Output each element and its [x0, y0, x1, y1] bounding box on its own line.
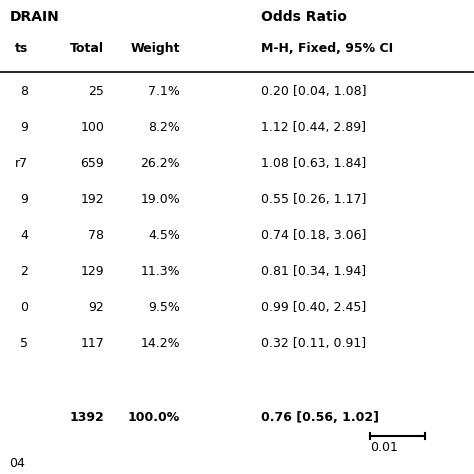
Text: 92: 92	[89, 301, 104, 314]
Text: 117: 117	[81, 337, 104, 350]
Text: Weight: Weight	[131, 42, 180, 55]
Text: 04: 04	[9, 457, 25, 470]
Text: 2: 2	[20, 265, 28, 278]
Text: 0.20 [0.04, 1.08]: 0.20 [0.04, 1.08]	[261, 85, 366, 98]
Text: Odds Ratio: Odds Ratio	[261, 10, 346, 24]
Text: 0.76 [0.56, 1.02]: 0.76 [0.56, 1.02]	[261, 411, 379, 424]
Text: 8.2%: 8.2%	[148, 121, 180, 134]
Text: 100: 100	[81, 121, 104, 134]
Text: 659: 659	[81, 157, 104, 170]
Text: 1.12 [0.44, 2.89]: 1.12 [0.44, 2.89]	[261, 121, 366, 134]
Text: 0.81 [0.34, 1.94]: 0.81 [0.34, 1.94]	[261, 265, 366, 278]
Text: 0.32 [0.11, 0.91]: 0.32 [0.11, 0.91]	[261, 337, 366, 350]
Text: 0.99 [0.40, 2.45]: 0.99 [0.40, 2.45]	[261, 301, 366, 314]
Text: M-H, Fixed, 95% CI: M-H, Fixed, 95% CI	[261, 42, 393, 55]
Text: r7: r7	[15, 157, 28, 170]
Text: 4.5%: 4.5%	[148, 229, 180, 242]
Text: 0.01: 0.01	[370, 441, 398, 454]
Text: 9.5%: 9.5%	[148, 301, 180, 314]
Text: 0: 0	[20, 301, 28, 314]
Text: 0.55 [0.26, 1.17]: 0.55 [0.26, 1.17]	[261, 193, 366, 206]
Text: 8: 8	[20, 85, 28, 98]
Text: 1392: 1392	[70, 411, 104, 424]
Text: 78: 78	[88, 229, 104, 242]
Text: 19.0%: 19.0%	[140, 193, 180, 206]
Text: 7.1%: 7.1%	[148, 85, 180, 98]
Text: 11.3%: 11.3%	[140, 265, 180, 278]
Text: 5: 5	[20, 337, 28, 350]
Text: DRAIN: DRAIN	[9, 10, 59, 24]
Text: Total: Total	[70, 42, 104, 55]
Text: 9: 9	[20, 193, 28, 206]
Text: 4: 4	[20, 229, 28, 242]
Text: 129: 129	[81, 265, 104, 278]
Text: 192: 192	[81, 193, 104, 206]
Text: 0.74 [0.18, 3.06]: 0.74 [0.18, 3.06]	[261, 229, 366, 242]
Text: 100.0%: 100.0%	[128, 411, 180, 424]
Text: 26.2%: 26.2%	[140, 157, 180, 170]
Text: 9: 9	[20, 121, 28, 134]
Text: 25: 25	[89, 85, 104, 98]
Text: ts: ts	[15, 42, 28, 55]
Text: 1.08 [0.63, 1.84]: 1.08 [0.63, 1.84]	[261, 157, 366, 170]
Text: 14.2%: 14.2%	[140, 337, 180, 350]
